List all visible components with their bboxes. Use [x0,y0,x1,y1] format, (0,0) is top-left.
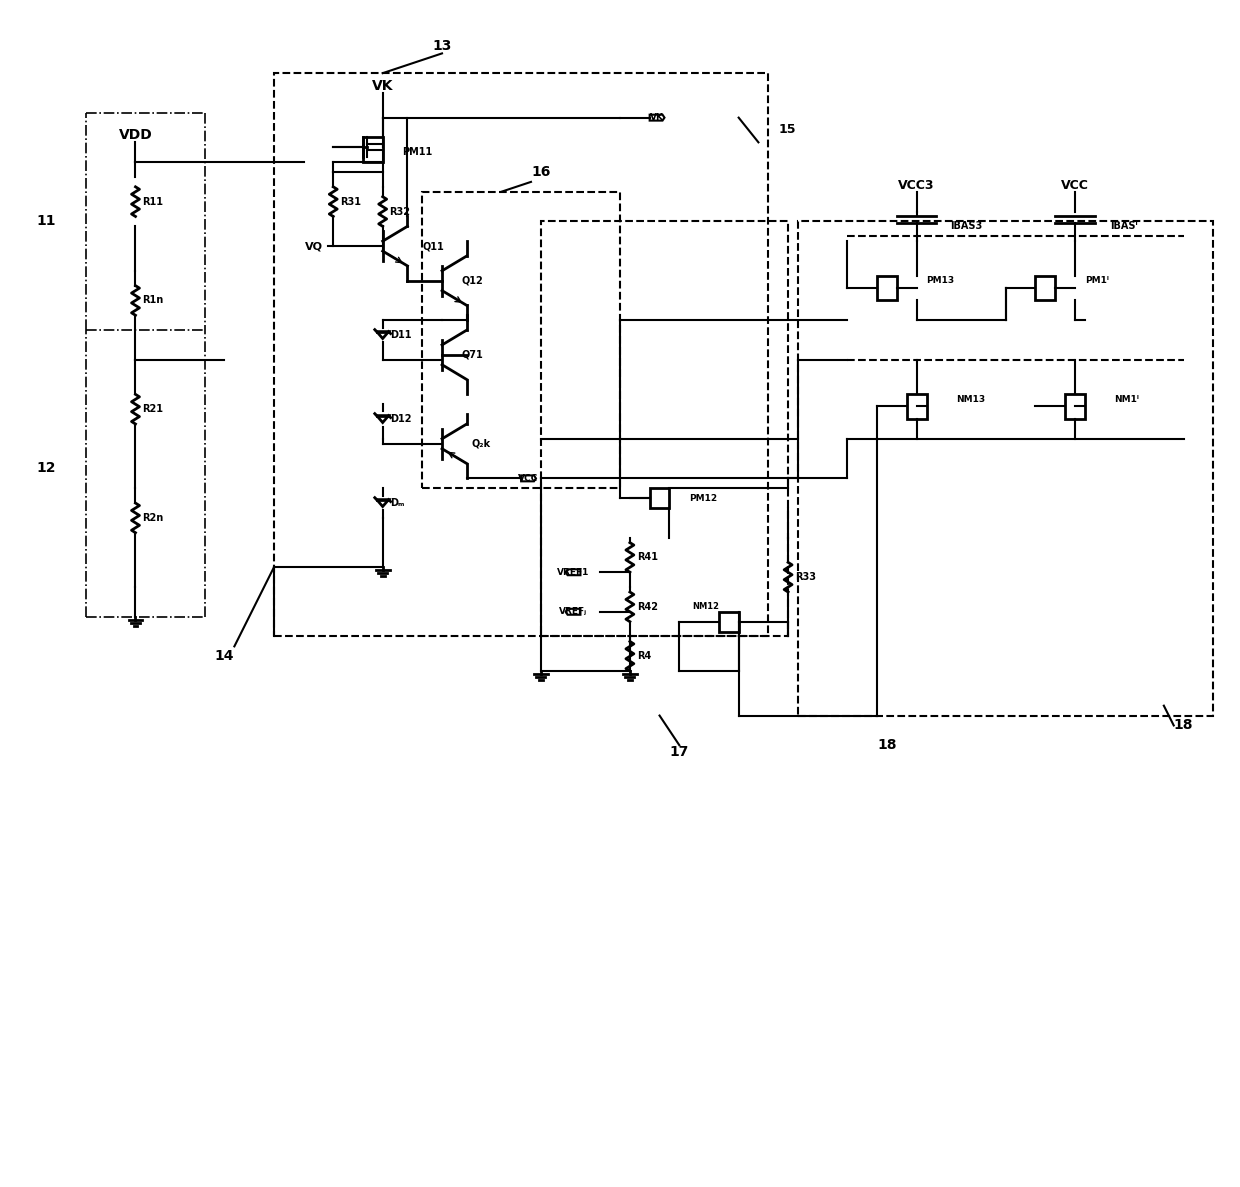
Text: R41: R41 [637,552,657,563]
Text: VQ: VQ [305,241,324,252]
Text: VREF1: VREF1 [557,567,589,577]
Text: Q71: Q71 [461,350,484,360]
Text: 18: 18 [877,738,897,753]
Text: R2n: R2n [143,513,164,523]
Text: PM11: PM11 [403,147,433,157]
Text: PM13: PM13 [926,277,955,285]
Text: Dₘ: Dₘ [391,499,405,508]
Text: R42: R42 [637,602,657,611]
Text: 11: 11 [37,215,56,228]
Text: D12: D12 [391,414,412,424]
Bar [1065,394,1085,419]
Text: 18: 18 [1174,718,1193,732]
Text: R1n: R1n [143,296,164,305]
Text: 17: 17 [670,745,689,760]
Text: IBASᴵ: IBASᴵ [1111,221,1138,231]
Text: 13: 13 [433,39,451,53]
Text: R11: R11 [143,197,164,207]
Text: VDD: VDD [119,128,153,142]
Text: Q12: Q12 [461,275,484,286]
Text: VK: VK [650,113,665,122]
Bar [274,74,769,636]
Text: 12: 12 [37,462,56,476]
Bar [650,488,670,508]
Text: VCC3: VCC3 [899,179,935,192]
Text: PM12: PM12 [689,494,718,502]
Text: Q11: Q11 [423,241,444,252]
Text: VCC: VCC [1061,179,1089,192]
Text: PM1ᴵ: PM1ᴵ [1085,277,1109,285]
Text: IBAS3: IBAS3 [950,221,982,231]
Text: NM13: NM13 [956,395,986,404]
Bar [799,222,1213,716]
Text: NM1ᴵ: NM1ᴵ [1115,395,1140,404]
Bar [1035,275,1055,300]
Text: VREFⱼ: VREFⱼ [559,608,587,616]
Text: R32: R32 [389,207,410,216]
Bar [363,138,383,163]
Text: R31: R31 [340,197,361,207]
Bar [906,394,926,419]
Bar [541,222,789,636]
Text: R33: R33 [795,572,816,582]
Text: 15: 15 [779,122,796,135]
Bar [423,192,620,488]
Text: 14: 14 [215,649,234,664]
Text: VCC: VCC [518,474,538,483]
Text: R21: R21 [143,405,164,414]
Text: 16: 16 [531,165,551,179]
Text: NM12: NM12 [692,602,719,611]
Text: R4: R4 [637,652,651,661]
Text: D11: D11 [391,330,412,339]
Text: Q₂k: Q₂k [471,439,491,449]
Bar [877,275,897,300]
Text: VK: VK [372,78,393,93]
Bar [719,611,739,631]
